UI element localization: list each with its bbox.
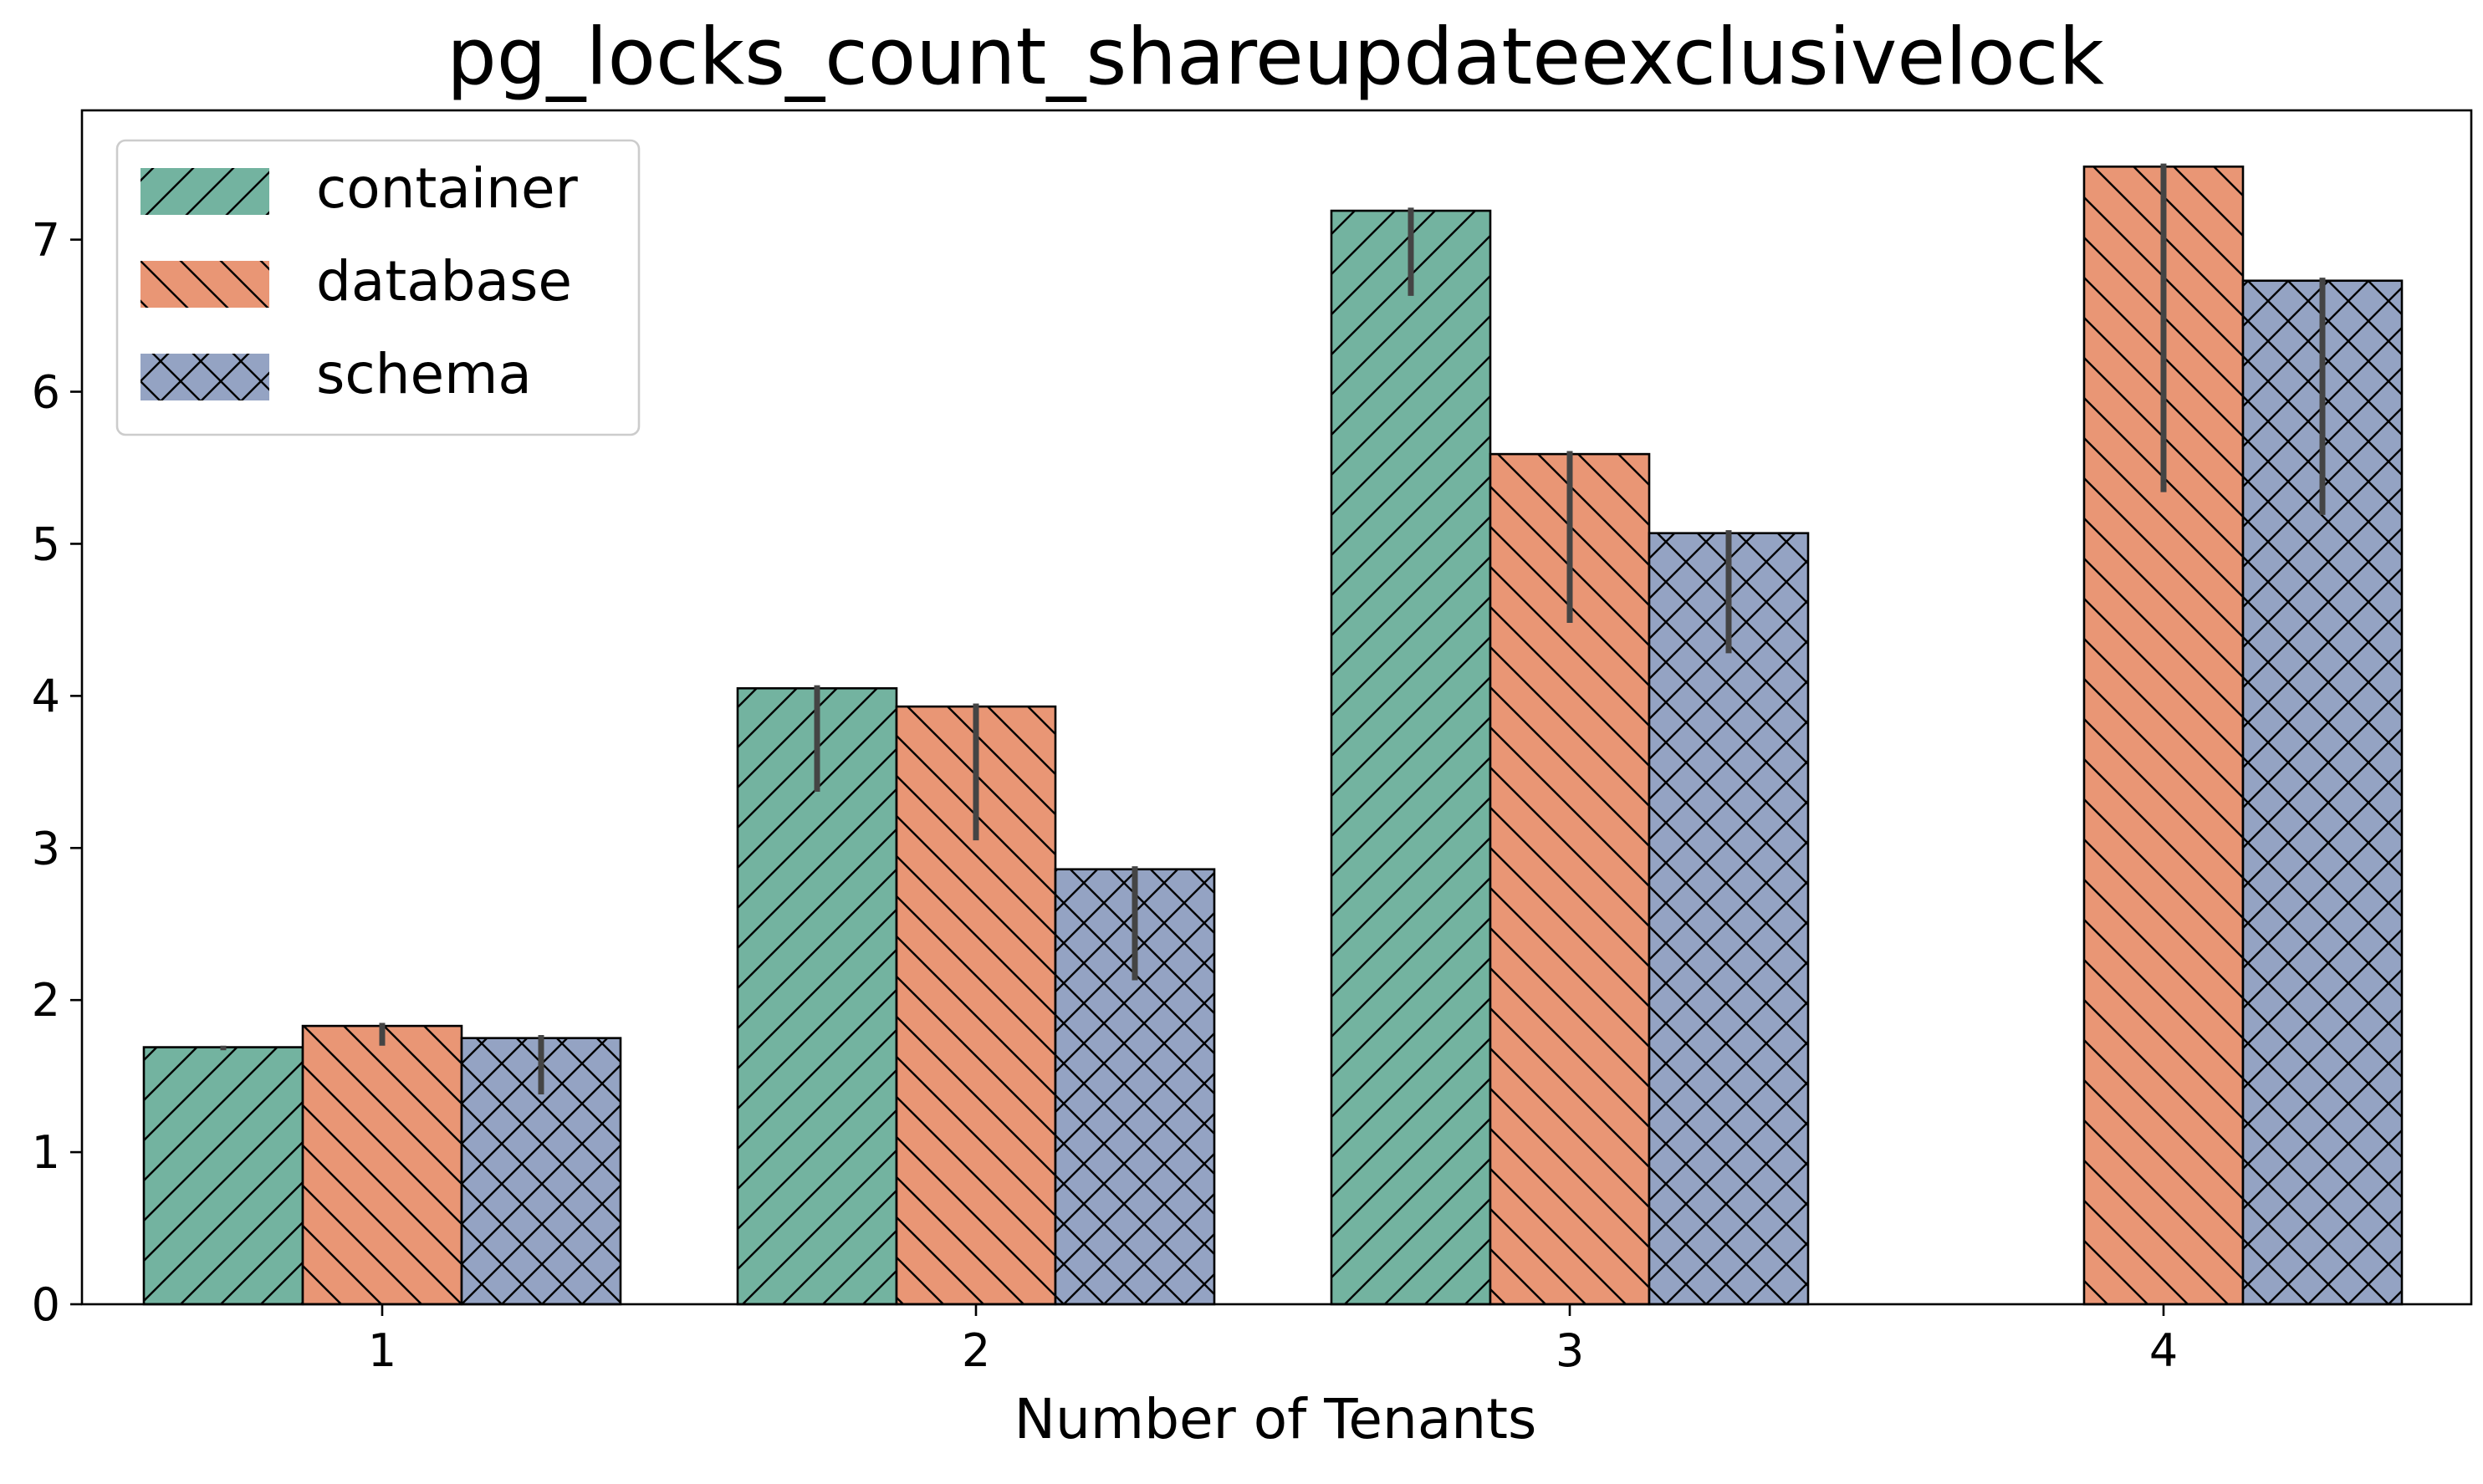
chart-title: pg_locks_count_shareupdateexclusivelock: [447, 12, 2104, 103]
y-tick-label-3: 3: [32, 822, 60, 875]
bar-hatch-container-3: [1330, 209, 1492, 1306]
x-tick-label-2: 2: [962, 1324, 990, 1377]
x-axis-label: Number of Tenants: [1014, 1387, 1537, 1451]
y-tick-label-7: 7: [32, 214, 60, 267]
legend-swatch-hatch-container: [140, 168, 269, 215]
bar-hatch-database-1: [301, 1024, 463, 1306]
x-axis: 1 2 3 4: [368, 1304, 2178, 1377]
legend-label-container: container: [316, 156, 579, 221]
legend-swatch-hatch-database: [140, 261, 269, 308]
y-tick-label-2: 2: [32, 974, 60, 1027]
x-tick-label-4: 4: [2149, 1324, 2178, 1377]
legend-swatch-hatch-schema: [140, 354, 269, 400]
legend: container database schema: [115, 139, 641, 436]
x-tick-label-3: 3: [1556, 1324, 1584, 1377]
bar-hatch-container-1: [142, 1046, 304, 1306]
y-axis: 0 1 2 3 4 5 6 7: [32, 214, 82, 1331]
plot-frame: [80, 109, 2473, 1306]
y-tick-label-4: 4: [32, 670, 60, 722]
legend-label-schema: schema: [316, 342, 532, 406]
y-tick-label-1: 1: [32, 1126, 60, 1179]
x-tick-label-1: 1: [368, 1324, 396, 1377]
legend-label-database: database: [316, 249, 572, 314]
y-tick-label-6: 6: [32, 366, 60, 419]
bar-hatch-schema-3: [1648, 532, 1810, 1306]
plot-area: [142, 163, 2404, 1306]
y-tick-label-0: 0: [32, 1278, 60, 1331]
y-tick-label-5: 5: [32, 518, 60, 570]
